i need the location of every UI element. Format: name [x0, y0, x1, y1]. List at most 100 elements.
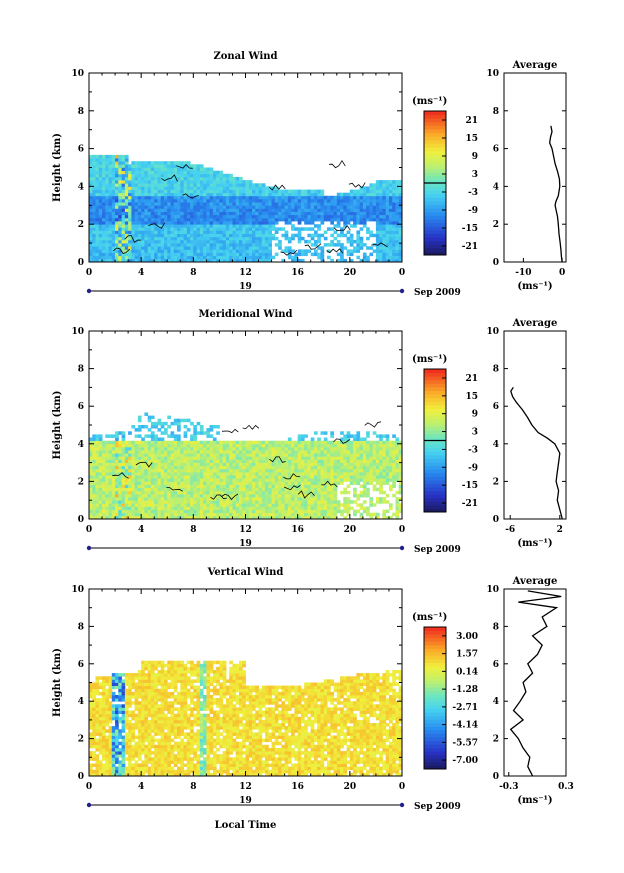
- heatmap-cell: [239, 217, 243, 222]
- heatmap-cell: [287, 239, 292, 244]
- heatmap-cell: [389, 249, 393, 253]
- heatmap-cell: [268, 475, 272, 479]
- heatmap-cell: [219, 465, 224, 470]
- heatmap-cell: [287, 252, 292, 257]
- heatmap-cell: [294, 199, 299, 203]
- heatmap-cell: [134, 493, 139, 498]
- heatmap-cell: [281, 453, 286, 457]
- heatmap-cell: [274, 481, 279, 485]
- heatmap-cell: [209, 493, 214, 498]
- heatmap-cell: [141, 506, 145, 510]
- heatmap-cell: [323, 493, 328, 498]
- heatmap-cell: [372, 443, 377, 448]
- heatmap-cell: [118, 176, 122, 181]
- heatmap-cell: [216, 456, 220, 460]
- heatmap-cell: [242, 512, 246, 517]
- heatmap-cell: [170, 503, 175, 507]
- heatmap-cell: [102, 158, 106, 162]
- heatmap-cell: [265, 214, 269, 219]
- heatmap-cell: [265, 186, 269, 190]
- heatmap-cell: [274, 484, 279, 488]
- heatmap-cell: [346, 214, 351, 219]
- contour-line: [148, 222, 166, 229]
- heatmap-cell: [307, 487, 312, 492]
- heatmap-cell: [356, 195, 361, 200]
- heatmap-cell: [239, 224, 243, 228]
- heatmap-cell: [291, 236, 295, 241]
- heatmap-cell: [389, 221, 393, 225]
- heatmap-cell: [134, 472, 139, 476]
- heatmap-cell: [108, 205, 113, 209]
- heatmap-cell: [98, 161, 103, 165]
- heatmap-cell: [294, 453, 299, 457]
- heatmap-cell: [144, 211, 149, 216]
- heatmap-cell: [255, 217, 259, 222]
- heatmap-cell: [385, 217, 390, 222]
- heatmap-cell: [278, 202, 282, 206]
- heatmap-cell: [372, 208, 377, 212]
- heatmap-cell: [255, 490, 259, 495]
- heatmap-cell: [389, 195, 393, 200]
- heatmap-cell: [186, 161, 191, 165]
- heatmap-cell: [291, 205, 295, 209]
- heatmap-cell: [372, 468, 377, 473]
- heatmap-cell: [209, 217, 214, 222]
- heatmap-cell: [154, 459, 158, 463]
- heatmap-cell: [245, 468, 250, 473]
- heatmap-cell: [206, 484, 211, 488]
- heatmap-cell: [98, 434, 103, 438]
- heatmap-cell: [239, 252, 243, 257]
- heatmap-cell: [343, 468, 347, 473]
- heatmap-cell: [330, 481, 334, 485]
- heatmap-cell: [173, 440, 178, 445]
- heatmap-cell: [219, 224, 224, 228]
- heatmap-cell: [196, 456, 201, 460]
- heatmap-cell: [108, 199, 113, 203]
- heatmap-cell: [235, 475, 240, 479]
- heatmap-cell: [375, 205, 380, 209]
- heatmap-cell: [154, 462, 158, 467]
- heatmap-cell: [131, 236, 136, 241]
- heatmap-cell: [252, 450, 256, 454]
- heatmap-cell: [124, 468, 129, 473]
- heatmap-cell: [177, 500, 181, 504]
- heatmap-cell: [242, 515, 246, 520]
- heatmap-cell: [193, 512, 197, 517]
- heatmap-cell: [186, 484, 191, 488]
- heatmap-cell: [212, 468, 217, 473]
- heatmap-cell: [265, 199, 269, 203]
- heatmap-cell: [261, 195, 266, 200]
- heatmap-cell: [225, 208, 230, 212]
- heatmap-cell: [124, 500, 129, 504]
- heatmap-cell: [199, 258, 204, 263]
- heatmap-cell: [349, 450, 354, 454]
- heatmap-cell: [216, 472, 220, 476]
- heatmap-cell: [196, 173, 201, 178]
- heatmap-cell: [206, 472, 211, 476]
- heatmap-cell: [124, 249, 129, 253]
- heatmap-cell: [209, 239, 214, 244]
- heatmap-cell: [310, 472, 315, 476]
- heatmap-cell: [196, 450, 201, 454]
- heatmap-cell: [281, 515, 286, 520]
- heatmap-cell: [225, 180, 230, 184]
- heatmap-cell: [219, 484, 224, 488]
- heatmap-cell: [291, 512, 295, 517]
- heatmap-cell: [235, 478, 240, 482]
- heatmap-cell: [115, 500, 119, 504]
- heatmap-cell: [164, 472, 168, 476]
- heatmap-cell: [147, 443, 152, 448]
- heatmap-cell: [183, 192, 188, 197]
- heatmap-cell: [219, 183, 224, 187]
- heatmap-cell: [389, 258, 393, 263]
- heatmap-cell: [160, 186, 165, 190]
- heatmap-cell: [359, 227, 364, 231]
- colorbar-swatch: [424, 233, 446, 238]
- heatmap-cell: [118, 493, 122, 498]
- heatmap-cell: [203, 208, 207, 212]
- heatmap-cell: [356, 249, 361, 253]
- heatmap-cell: [229, 475, 233, 479]
- heatmap-cell: [235, 440, 240, 445]
- heatmap-cell: [317, 192, 321, 197]
- heatmap-cell: [356, 493, 361, 498]
